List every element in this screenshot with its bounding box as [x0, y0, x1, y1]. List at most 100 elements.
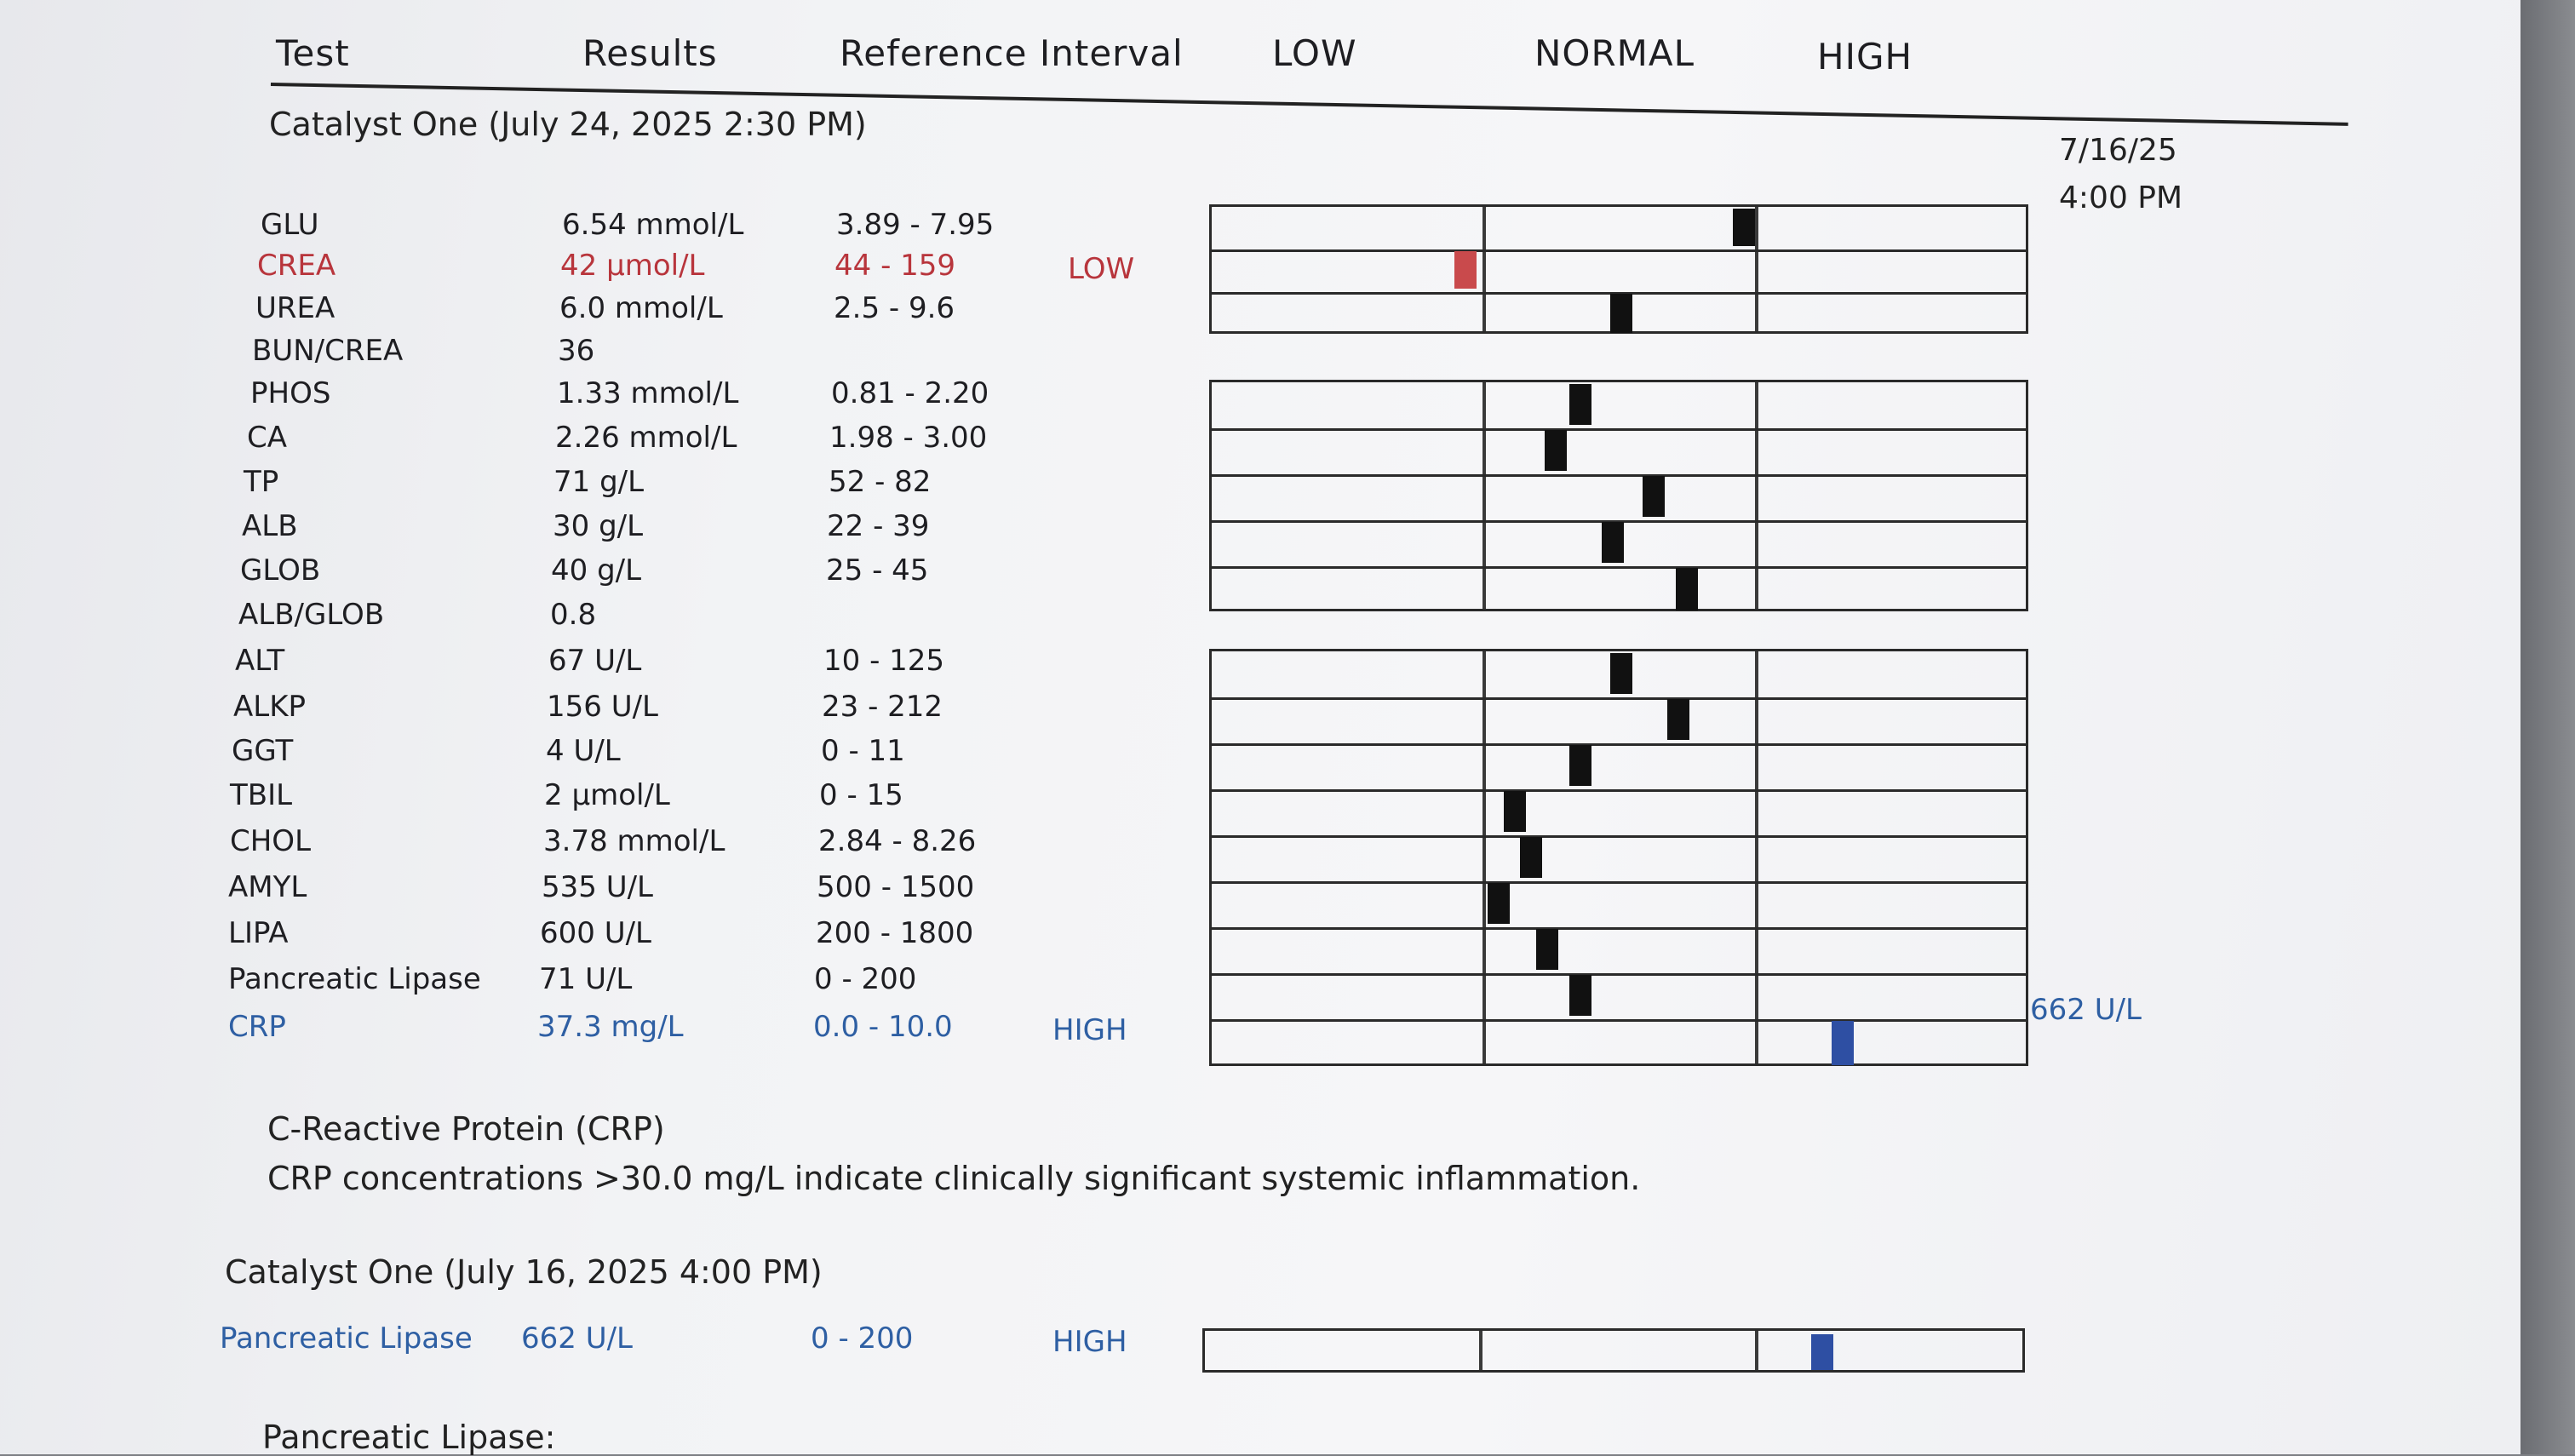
result-marker: [1569, 975, 1591, 1016]
reference-interval: 0 - 200: [814, 962, 917, 996]
reference-interval: 500 - 1500: [817, 870, 975, 904]
row-line: [1212, 474, 2026, 477]
band-annotation: 662 U/L: [2030, 993, 2142, 1027]
test-name: ALT: [235, 644, 285, 678]
result-marker: [1602, 522, 1624, 563]
footer-heading: Pancreatic Lipase:: [262, 1419, 556, 1456]
section-title-july-16: Catalyst One (July 16, 2025 4:00 PM): [225, 1253, 823, 1291]
lab-report-paper: Test Results Reference Interval LOW NORM…: [0, 0, 2521, 1456]
col-header-normal: NORMAL: [1534, 32, 1695, 74]
background-desk: [2521, 0, 2575, 1454]
result-marker: [1536, 929, 1558, 970]
reference-interval: 2.84 - 8.26: [818, 824, 977, 858]
range-block: [1202, 1328, 2025, 1373]
col-header-results: Results: [582, 32, 718, 74]
result-value: 0.8: [550, 598, 597, 632]
result-value: 40 g/L: [551, 553, 642, 588]
result-marker: [1488, 883, 1510, 924]
row-line: [1212, 789, 2026, 792]
range-divider: [1479, 1331, 1482, 1370]
reference-interval: 0 - 11: [821, 734, 905, 768]
result-marker: [1811, 1334, 1833, 1370]
col-header-high: HIGH: [1817, 36, 1913, 77]
range-divider: [1482, 382, 1486, 609]
result-marker: [1676, 568, 1698, 610]
result-marker: [1643, 476, 1665, 517]
row-line: [1212, 881, 2026, 884]
test-name: GGT: [232, 734, 294, 768]
test-name: UREA: [255, 291, 335, 325]
row-line: [1212, 743, 2026, 746]
test-name: CRP: [228, 1010, 286, 1044]
date-note-time: 4:00 PM: [2059, 181, 2183, 215]
reference-interval: 0 - 15: [819, 778, 903, 812]
result-value: 30 g/L: [553, 509, 644, 543]
row-line: [1212, 973, 2026, 976]
test-name: PHOS: [250, 376, 331, 410]
result-marker: [1610, 653, 1632, 694]
test-name: AMYL: [228, 870, 307, 904]
reference-interval: 0 - 200: [811, 1321, 914, 1356]
result-value: 535 U/L: [542, 870, 653, 904]
test-name: Pancreatic Lipase: [228, 962, 481, 996]
test-name: TBIL: [230, 778, 293, 812]
row-line: [1212, 428, 2026, 431]
result-marker: [1520, 837, 1542, 878]
reference-interval: 3.89 - 7.95: [836, 208, 995, 242]
result-value: 156 U/L: [547, 690, 658, 724]
result-marker: [1504, 791, 1526, 832]
reference-interval: 52 - 82: [829, 465, 932, 499]
range-block: [1209, 204, 2028, 334]
result-value: 600 U/L: [540, 916, 651, 950]
range-divider: [1482, 651, 1486, 1063]
result-value: 4 U/L: [546, 734, 621, 768]
test-name: ALB: [242, 509, 298, 543]
result-marker: [1569, 745, 1591, 786]
status-flag: HIGH: [1052, 1325, 1127, 1359]
result-marker: [1733, 209, 1755, 246]
result-marker: [1454, 251, 1477, 289]
reference-interval: 23 - 212: [822, 690, 943, 724]
test-name: Pancreatic Lipase: [220, 1321, 473, 1356]
reference-interval: 44 - 159: [834, 249, 956, 283]
result-value: 36: [558, 334, 595, 368]
col-header-reference: Reference Interval: [840, 32, 1184, 74]
row-line: [1212, 927, 2026, 930]
result-value: 67 U/L: [548, 644, 642, 678]
result-value: 2 µmol/L: [544, 778, 670, 812]
col-header-low: LOW: [1272, 32, 1357, 74]
result-marker: [1832, 1021, 1854, 1065]
test-name: ALKP: [233, 690, 306, 724]
test-name: ALB/GLOB: [238, 598, 385, 632]
reference-interval: 22 - 39: [827, 509, 930, 543]
row-line: [1212, 520, 2026, 523]
result-marker: [1545, 430, 1567, 471]
result-value: 6.54 mmol/L: [562, 208, 744, 242]
result-value: 37.3 mg/L: [537, 1010, 684, 1044]
test-name: CHOL: [230, 824, 312, 858]
range-divider: [1755, 651, 1758, 1063]
reference-interval: 1.98 - 3.00: [829, 421, 988, 455]
row-line: [1212, 292, 2026, 295]
reference-interval: 0.0 - 10.0: [813, 1010, 953, 1044]
result-value: 6.0 mmol/L: [559, 291, 723, 325]
test-name: LIPA: [228, 916, 289, 950]
reference-interval: 200 - 1800: [816, 916, 974, 950]
result-value: 42 µmol/L: [560, 249, 705, 283]
test-name: CREA: [257, 249, 336, 283]
range-divider: [1755, 382, 1758, 609]
row-line: [1212, 566, 2026, 569]
reference-interval: 0.81 - 2.20: [831, 376, 989, 410]
status-flag: HIGH: [1052, 1013, 1127, 1047]
result-marker: [1610, 294, 1632, 333]
result-value: 71 g/L: [553, 465, 645, 499]
row-line: [1212, 835, 2026, 838]
range-divider: [1482, 207, 1486, 331]
section-title-july-24: Catalyst One (July 24, 2025 2:30 PM): [269, 106, 867, 143]
result-value: 2.26 mmol/L: [555, 421, 737, 455]
range-block: [1209, 380, 2028, 611]
row-line: [1212, 697, 2026, 700]
result-value: 1.33 mmol/L: [557, 376, 739, 410]
crp-note-text: CRP concentrations >30.0 mg/L indicate c…: [267, 1160, 1641, 1197]
col-header-test: Test: [276, 32, 350, 74]
